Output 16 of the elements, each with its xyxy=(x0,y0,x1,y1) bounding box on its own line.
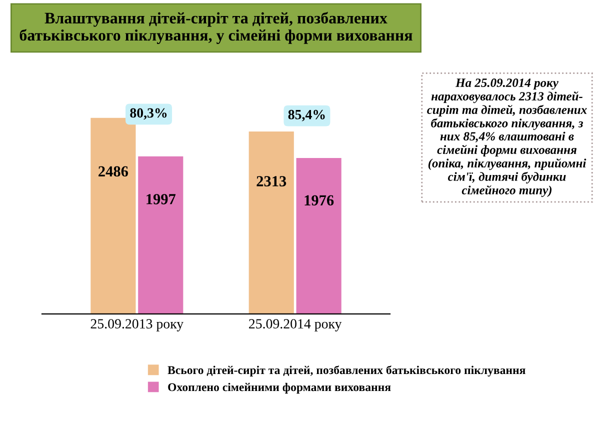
data-label: 1976 xyxy=(304,195,334,206)
data-label: 2313 xyxy=(256,176,286,186)
text: На 25.09.2014 року нараховувалось 2313 дітей- сиріт та дітей, позбавлених батьківського піклування, з них 85,4% влаштовані в сімейні форми виховання (опіка, піклування, прийомні сім'ї, дитячі будинки сімейного типу) xyxy=(427,78,587,197)
chart-title: Влаштування дітей-сиріт та дітей, позбавлених батьківського піклування, у сімейні форми виховання xyxy=(20,12,412,44)
bar xyxy=(90,118,136,314)
annotation: 80,3% xyxy=(130,108,167,120)
bar xyxy=(248,131,294,314)
data-label: 1997 xyxy=(146,194,176,204)
bar xyxy=(296,158,342,314)
data-label: 2486 xyxy=(98,166,128,177)
legend-label: Всього дітей-сиріт та дітей, позбавлених батьківського піклування xyxy=(168,366,526,377)
legend-label: Охоплено сімейними формами виховання xyxy=(168,382,391,394)
annotation: 85,4% xyxy=(288,110,325,122)
x-tick-label: 25.09.2013 року xyxy=(90,319,184,332)
x-tick-label: 25.09.2014 року xyxy=(249,319,342,332)
bar xyxy=(138,156,184,314)
